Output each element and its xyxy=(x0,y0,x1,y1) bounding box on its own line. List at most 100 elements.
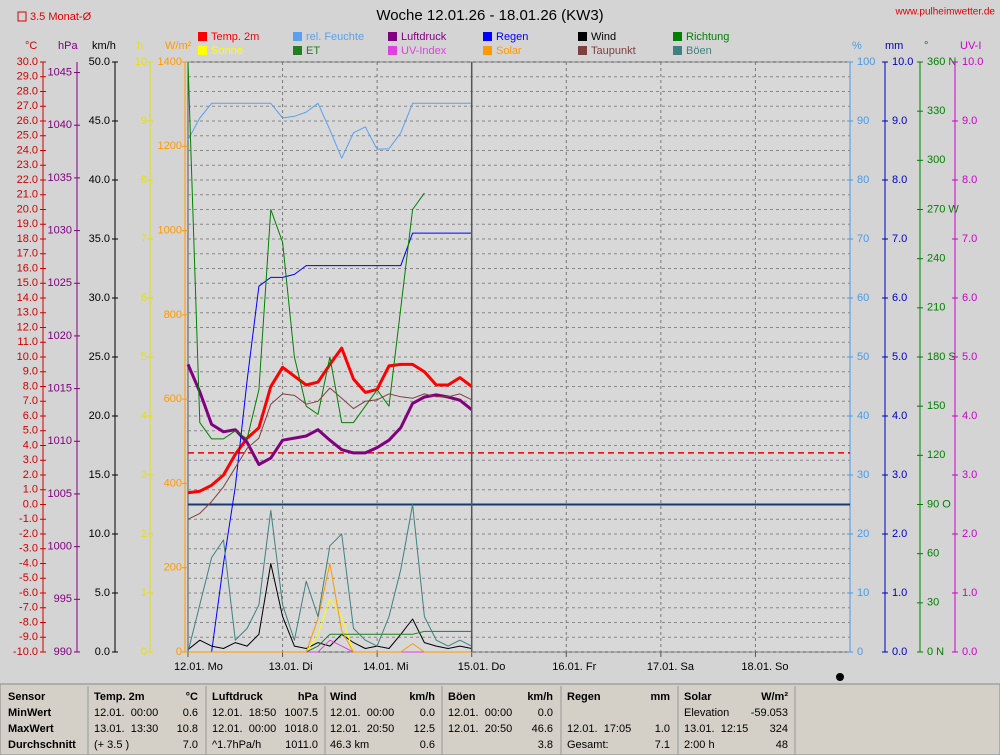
y-tick-label: 8.0 xyxy=(23,380,38,392)
y-tick-label: 26.0 xyxy=(17,115,38,127)
series-line xyxy=(188,563,472,653)
y-tick-label: 210 xyxy=(927,302,945,314)
table-header: Sensor xyxy=(8,691,46,703)
y-tick-label: -10.0 xyxy=(13,646,38,658)
y-tick-label: 6.0 xyxy=(962,292,977,304)
y-tick-label: 14.0 xyxy=(17,292,38,304)
marker-dot xyxy=(836,673,844,681)
legend-label: Wind xyxy=(591,31,616,43)
legend-swatch xyxy=(578,46,587,55)
y-tick-label: 24.0 xyxy=(17,144,38,156)
y-tick-label: 16.0 xyxy=(17,262,38,274)
y-tick-label: 15.0 xyxy=(17,277,38,289)
y-tick-label: 6 xyxy=(141,292,147,304)
y-tick-label: 11.0 xyxy=(17,336,38,348)
y-tick-label: 10.0 xyxy=(89,528,110,540)
column-title: Luftdruck xyxy=(212,691,264,703)
y-tick-label: 50 xyxy=(857,351,869,363)
y-tick-label: 10.0 xyxy=(892,56,913,68)
y-tick-label: 1200 xyxy=(158,140,182,152)
y-tick-label: 90 xyxy=(857,115,869,127)
y-tick-label: 1030 xyxy=(48,224,72,236)
y-tick-label: 30.0 xyxy=(17,56,38,68)
series-line xyxy=(186,363,473,466)
legend-label: Regen xyxy=(496,31,528,43)
y-tick-label: 7.0 xyxy=(892,233,907,245)
y-tick-label: 1010 xyxy=(48,435,72,447)
legend-label: UV-Index xyxy=(401,45,447,57)
y-tick-label: 3.0 xyxy=(892,469,907,481)
cell-info: 12.01. 00:00 xyxy=(94,707,158,719)
column-unit: °C xyxy=(186,691,198,703)
cell-value: 46.6 xyxy=(532,723,553,735)
y-tick-label: -8.0 xyxy=(19,616,38,628)
y-tick-label: 15.0 xyxy=(89,469,110,481)
y-tick-label: 150 xyxy=(927,400,945,412)
cell-value: 1.0 xyxy=(655,723,670,735)
legend-swatch xyxy=(198,32,207,41)
y-tick-label: 45.0 xyxy=(89,115,110,127)
y-tick-label: 1000 xyxy=(48,541,72,553)
y-tick-label: 4.0 xyxy=(892,410,907,422)
column-unit: W/m² xyxy=(761,691,788,703)
y-tick-label: 8.0 xyxy=(892,174,907,186)
y-tick-label: 100 xyxy=(857,56,875,68)
y-tick-label: 2 xyxy=(141,528,147,540)
x-tick-label: 15.01. Do xyxy=(458,661,506,673)
cell-info: 12.01. 17:05 xyxy=(567,723,631,735)
cell-value: 7.0 xyxy=(183,739,198,751)
row-label: Durchschnitt xyxy=(8,739,76,751)
axis-unit: mm xyxy=(885,40,903,52)
y-tick-label: 0 xyxy=(176,646,182,658)
y-tick-label: 1000 xyxy=(158,224,182,236)
column-unit: km/h xyxy=(409,691,435,703)
cell-info: 12.01. 18:50 xyxy=(212,707,276,719)
source: www.pulheimwetter.de xyxy=(895,7,996,18)
y-tick-label: 800 xyxy=(164,309,182,321)
y-tick-label: 400 xyxy=(164,477,182,489)
y-tick-label: 25.0 xyxy=(89,351,110,363)
y-tick-label: -2.0 xyxy=(19,528,38,540)
axis-unit: W/m² xyxy=(165,40,192,52)
y-tick-label: 4.0 xyxy=(23,439,38,451)
y-tick-label: 27.0 xyxy=(17,100,38,112)
y-tick-label: 4 xyxy=(141,410,147,422)
axis-unit: h xyxy=(137,40,143,52)
cell-info: 13.01. 12:15 xyxy=(684,723,748,735)
legend-label: Luftdruck xyxy=(401,31,447,43)
axis-unit: °C xyxy=(25,40,37,52)
y-tick-label: -5.0 xyxy=(19,572,38,584)
column-title: Böen xyxy=(448,691,476,703)
series-line xyxy=(187,346,473,495)
y-tick-label: 50.0 xyxy=(89,56,110,68)
y-tick-label: 300 xyxy=(927,154,945,166)
x-tick-label: 13.01. Di xyxy=(269,661,313,673)
cell-info: 13.01. 13:30 xyxy=(94,723,158,735)
y-tick-label: 7.0 xyxy=(23,395,38,407)
legend-label: Richtung xyxy=(686,31,729,43)
y-tick-label: 0.0 xyxy=(95,646,110,658)
y-tick-label: 23.0 xyxy=(17,159,38,171)
y-tick-label: 8.0 xyxy=(962,174,977,186)
cell-value: 0.6 xyxy=(420,739,435,751)
legend-swatch xyxy=(388,46,397,55)
y-tick-label: 19.0 xyxy=(17,218,38,230)
legend-swatch xyxy=(293,32,302,41)
y-tick-label: 0.0 xyxy=(962,646,977,658)
y-tick-label: 995 xyxy=(54,593,72,605)
series-line xyxy=(187,102,472,159)
cell-info: 2:00 h xyxy=(684,739,715,751)
x-tick-label: 16.01. Fr xyxy=(552,661,596,673)
y-tick-label: 40.0 xyxy=(89,174,110,186)
legend-label: Böen xyxy=(686,45,712,57)
axis-unit: hPa xyxy=(58,40,78,52)
y-tick-label: 3.0 xyxy=(23,454,38,466)
legend-label: ET xyxy=(306,45,320,57)
y-tick-label: 3.0 xyxy=(962,469,977,481)
cell-value: 7.1 xyxy=(655,739,670,751)
y-tick-label: 10 xyxy=(135,56,147,68)
column-title: Temp. 2m xyxy=(94,691,145,703)
column-title: Wind xyxy=(330,691,357,703)
x-tick-label: 12.01. Mo xyxy=(174,661,223,673)
